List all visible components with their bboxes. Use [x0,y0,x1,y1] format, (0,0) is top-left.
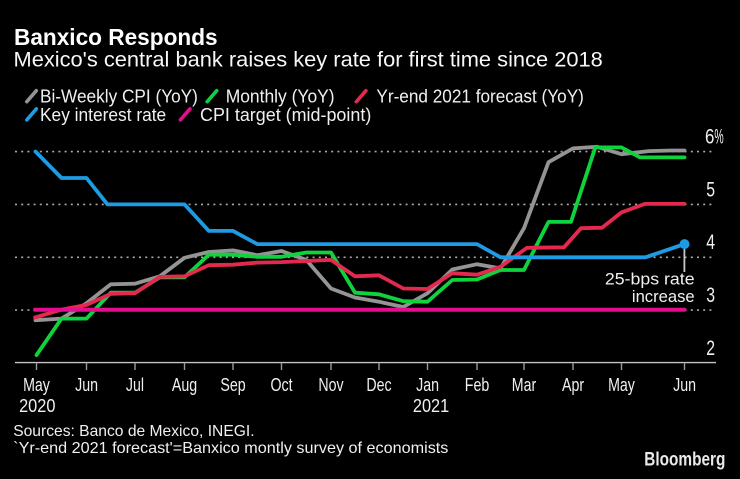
svg-text:25-bps rate: 25-bps rate [605,269,695,288]
svg-text:May: May [23,374,50,395]
svg-text:Bloomberg: Bloomberg [644,449,725,470]
svg-text:increase: increase [632,287,695,306]
svg-text:Nov: Nov [318,374,344,395]
svg-text:Dec: Dec [366,374,391,395]
svg-text:`Yr-end 2021 forecast'=Banxico: `Yr-end 2021 forecast'=Banxico montly su… [13,440,448,457]
svg-text:Key interest rate: Key interest rate [40,105,166,125]
svg-text:Jul: Jul [126,374,144,395]
svg-text:Banxico Responds: Banxico Responds [14,24,218,50]
svg-text:Mar: Mar [512,374,536,395]
svg-text:May: May [608,374,635,395]
svg-text:6: 6 [705,125,714,148]
svg-text:CPI target (mid-point): CPI target (mid-point) [200,105,371,125]
svg-text:Sources: Banco de Mexico, INEG: Sources: Banco de Mexico, INEGI. [13,423,254,440]
svg-text:Apr: Apr [562,374,584,395]
svg-text:Jan: Jan [416,374,439,395]
svg-text:Sep: Sep [220,374,245,395]
svg-text:Mexico's central bank raises k: Mexico's central bank raises key rate fo… [14,49,603,72]
svg-text:2: 2 [706,337,715,360]
svg-text:3: 3 [706,284,715,307]
svg-text:2021: 2021 [413,395,449,416]
svg-text:Bi-Weekly CPI (YoY): Bi-Weekly CPI (YoY) [40,87,198,107]
svg-text:Monthly (YoY): Monthly (YoY) [226,87,335,107]
svg-text:5: 5 [706,178,715,201]
svg-text:Oct: Oct [271,374,294,395]
svg-text:4: 4 [706,231,715,254]
svg-text:Jun: Jun [673,374,696,395]
svg-text:2020: 2020 [19,395,55,416]
svg-text:Jun: Jun [75,374,98,395]
svg-text:Aug: Aug [172,374,197,395]
svg-text:Feb: Feb [465,374,490,395]
svg-text:Yr-end 2021 forecast (YoY): Yr-end 2021 forecast (YoY) [376,87,584,107]
svg-text:%: % [714,125,723,148]
